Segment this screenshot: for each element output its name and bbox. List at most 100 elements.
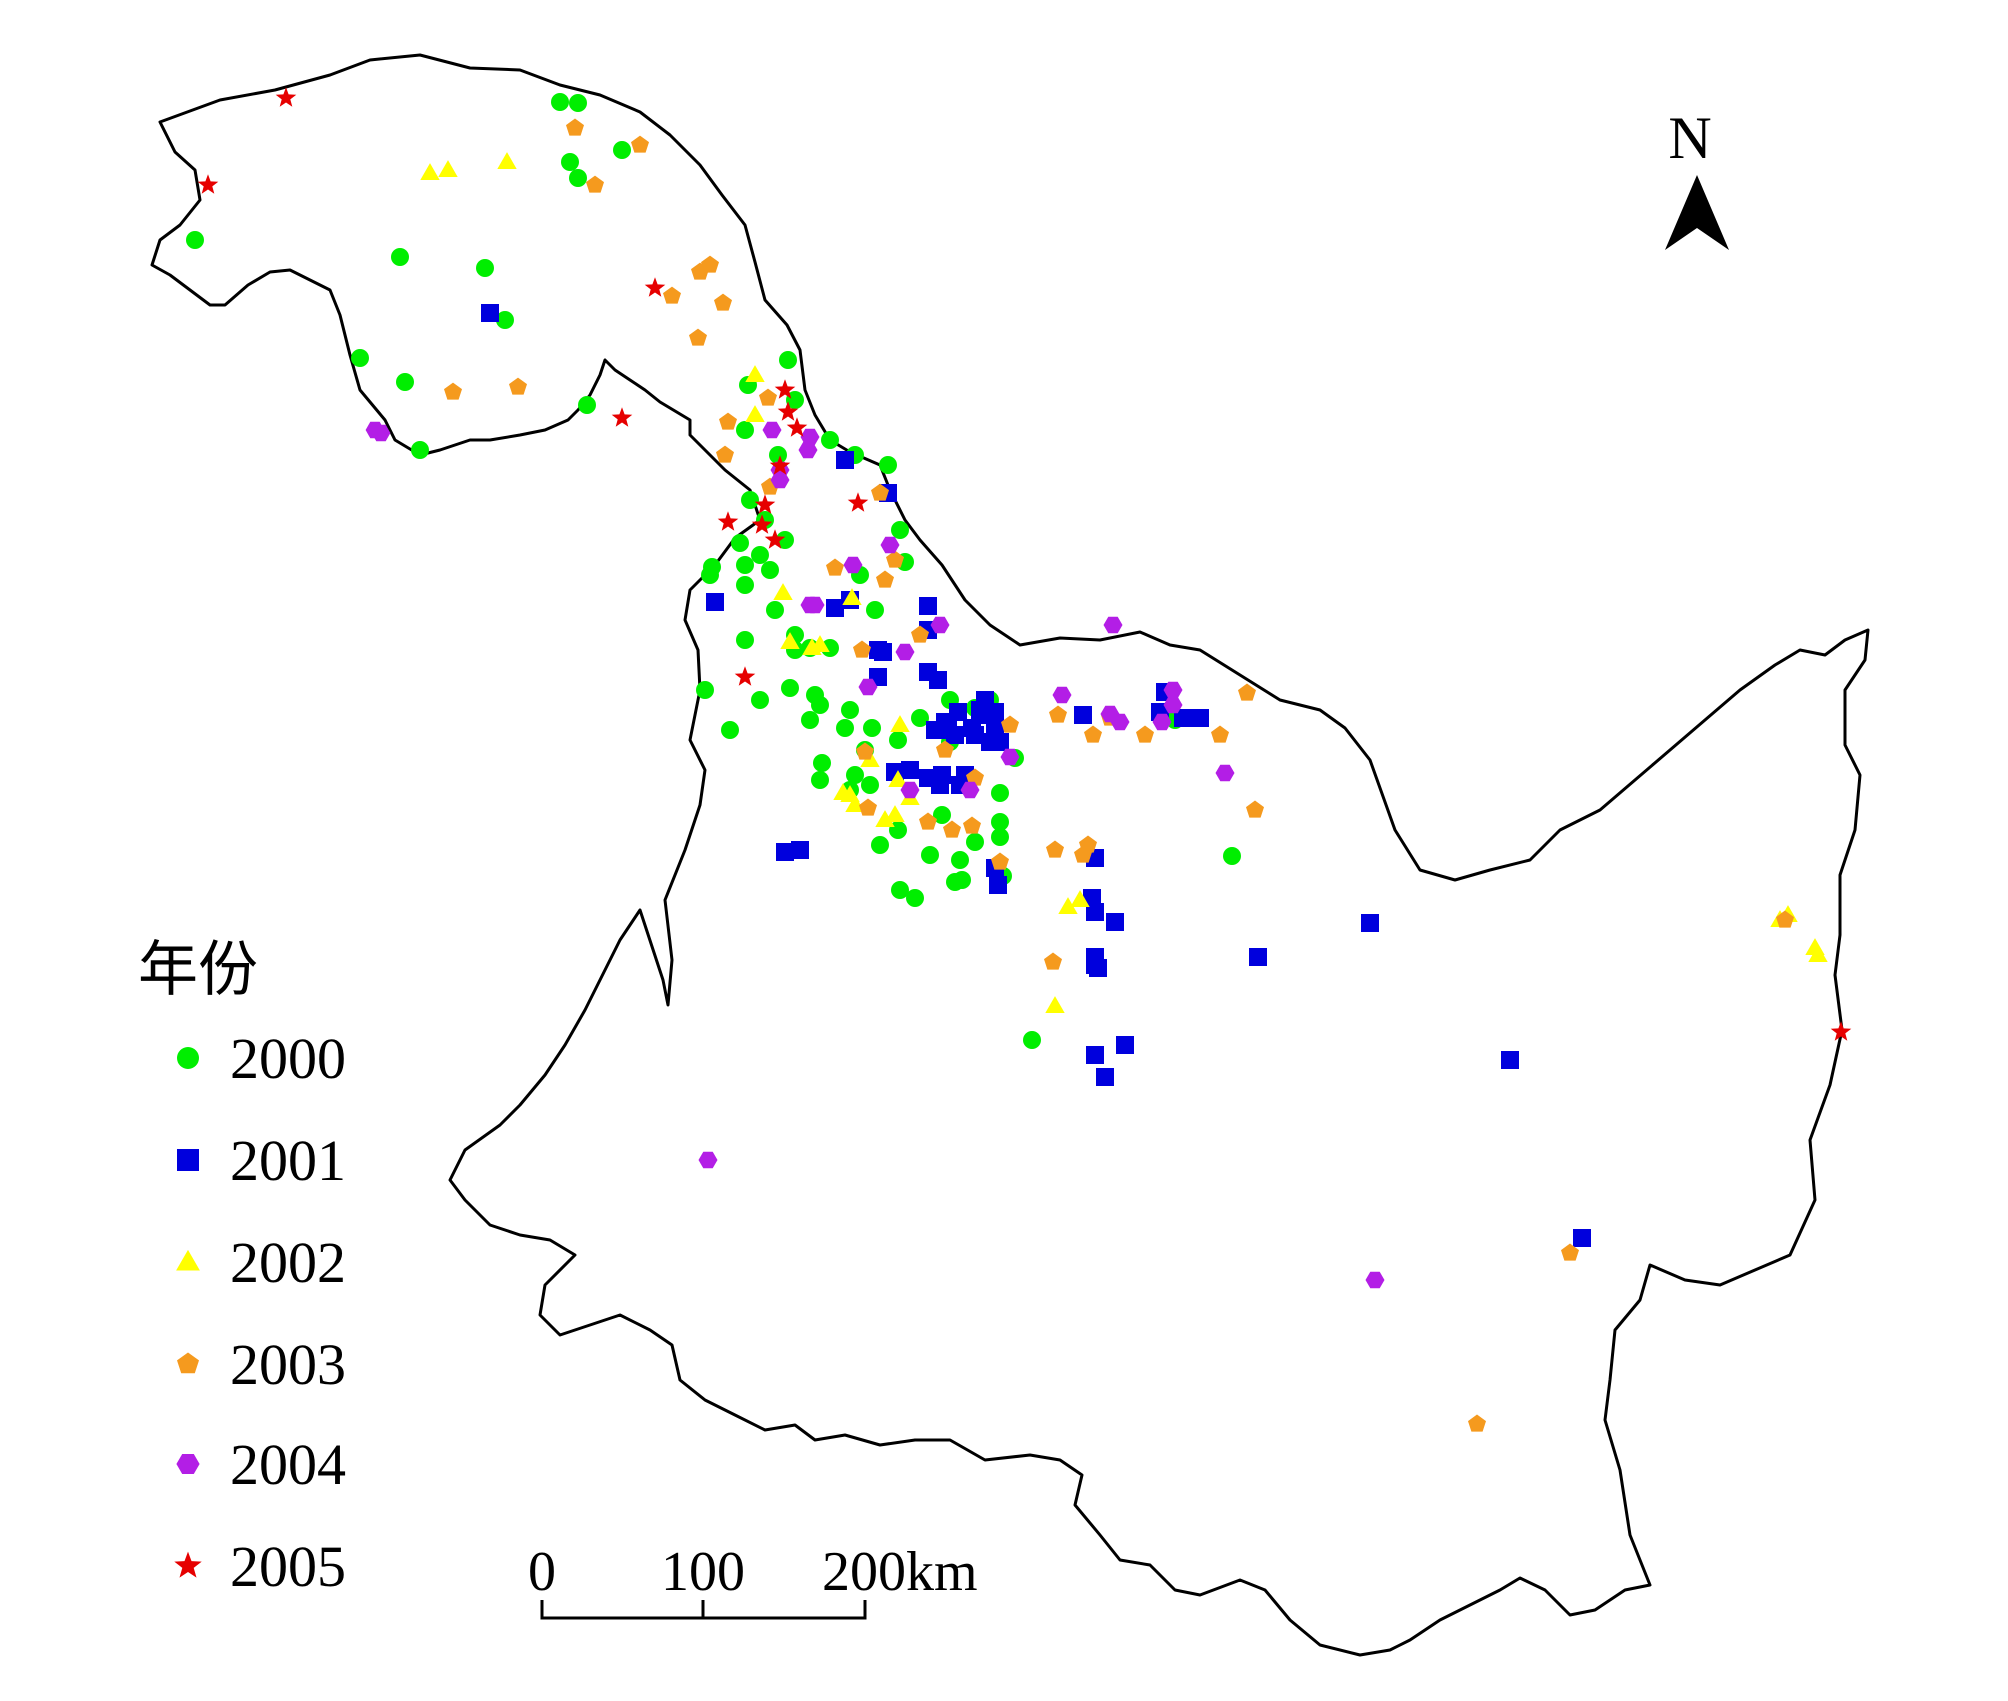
point-2003	[936, 740, 954, 758]
point-2004	[805, 596, 825, 614]
point-2004	[843, 556, 863, 574]
point-2000	[766, 601, 784, 619]
point-2001	[1086, 903, 1104, 921]
point-2000	[871, 836, 889, 854]
point-2001	[791, 841, 809, 859]
point-2001	[971, 701, 989, 719]
point-2003	[876, 570, 894, 588]
point-2001	[931, 776, 949, 794]
point-2003	[444, 382, 462, 400]
point-2003	[871, 483, 889, 501]
point-2000	[613, 141, 631, 159]
point-2003	[663, 286, 681, 304]
point-2000	[569, 94, 587, 112]
legend-star-icon	[174, 1551, 202, 1578]
point-2000	[953, 871, 971, 889]
point-2002	[875, 810, 895, 827]
point-2002	[1808, 945, 1828, 962]
legend-item-2000: 2000	[177, 1026, 346, 1091]
point-2000	[736, 576, 754, 594]
point-2000	[889, 731, 907, 749]
point-2000	[1223, 847, 1241, 865]
point-2005	[786, 417, 808, 437]
point-2003	[1136, 725, 1154, 743]
point-2003	[943, 820, 961, 838]
point-2001	[986, 719, 1004, 737]
point-2001	[1106, 913, 1124, 931]
point-2003	[1468, 1414, 1486, 1432]
point-2000	[781, 679, 799, 697]
point-2001	[1116, 1036, 1134, 1054]
point-2004	[930, 616, 950, 634]
point-2001	[869, 641, 887, 659]
legend-label-2000: 2000	[230, 1026, 346, 1091]
point-2003	[759, 388, 777, 406]
point-2001	[901, 761, 919, 779]
point-2000	[396, 373, 414, 391]
point-2000	[866, 601, 884, 619]
legend-symbol-2004	[176, 1454, 200, 1474]
point-2004	[1152, 713, 1172, 731]
scale-label-0: 0	[528, 1541, 556, 1603]
point-2000	[736, 421, 754, 439]
region-boundary	[150, 53, 1870, 1657]
point-2000	[821, 431, 839, 449]
point-2000	[731, 534, 749, 552]
point-2001	[1249, 948, 1267, 966]
point-2000	[801, 711, 819, 729]
legend-label-2002: 2002	[230, 1230, 346, 1295]
point-2002	[885, 805, 905, 822]
point-2000	[578, 396, 596, 414]
point-2002	[845, 795, 865, 812]
point-2001	[1573, 1229, 1591, 1247]
point-2001	[481, 304, 499, 322]
point-2002	[780, 632, 800, 649]
legend-symbol-2003	[177, 1352, 199, 1374]
point-2005	[644, 277, 666, 297]
point-2000	[696, 681, 714, 699]
legend-item-2003: 2003	[177, 1332, 346, 1397]
point-2004	[1215, 764, 1235, 782]
point-2000	[736, 556, 754, 574]
point-2000	[776, 531, 794, 549]
point-2003	[586, 175, 604, 193]
point-2003	[566, 118, 584, 136]
point-2003	[826, 558, 844, 576]
legend-item-2004: 2004	[176, 1432, 346, 1497]
scale-label-100: 100	[661, 1541, 745, 1603]
point-2000	[841, 701, 859, 719]
legend-item-2005: 2005	[174, 1534, 346, 1599]
point-2000	[991, 784, 1009, 802]
point-2004	[770, 471, 790, 489]
legend-label-2004: 2004	[230, 1432, 346, 1497]
legend-symbol-2002	[176, 1249, 200, 1271]
point-2002	[1045, 996, 1065, 1013]
point-2000	[911, 709, 929, 727]
point-2000	[186, 231, 204, 249]
point-2000	[551, 93, 569, 111]
point-2001	[1074, 706, 1092, 724]
point-2003	[716, 445, 734, 463]
point-2004	[895, 643, 915, 661]
points-layer	[186, 87, 1852, 1432]
point-2000	[891, 521, 909, 539]
point-2004	[900, 781, 920, 799]
point-2000	[701, 566, 719, 584]
point-2003	[631, 135, 649, 153]
point-2005	[777, 401, 799, 421]
legend-circle-icon	[177, 1047, 199, 1069]
point-2000	[906, 889, 924, 907]
point-2003	[853, 640, 871, 658]
point-2001	[1501, 1051, 1519, 1069]
point-2000	[411, 441, 429, 459]
point-2000	[813, 754, 831, 772]
point-2003	[1246, 800, 1264, 818]
point-2000	[721, 721, 739, 739]
point-2001	[1191, 709, 1209, 727]
point-2004	[800, 428, 820, 446]
point-2003	[1044, 952, 1062, 970]
point-2002	[890, 715, 910, 732]
point-2000	[496, 311, 514, 329]
point-2000	[476, 259, 494, 277]
point-2005	[847, 492, 869, 512]
